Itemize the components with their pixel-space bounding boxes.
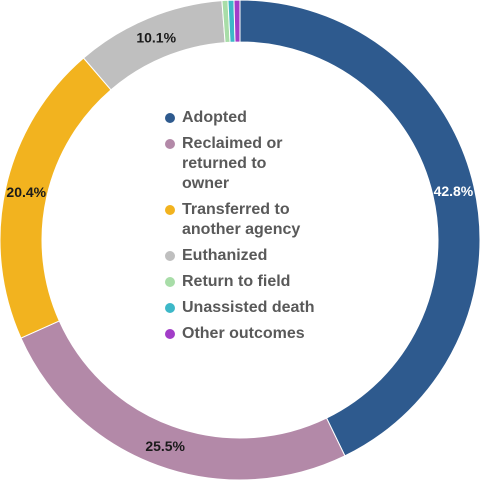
legend-item-transferred: Transferred to another agency bbox=[165, 200, 345, 240]
legend-item-adopted: Adopted bbox=[165, 108, 345, 128]
data-label-reclaimed-or-returned-to-owner: 25.5% bbox=[145, 438, 185, 454]
legend-label: Euthanized bbox=[182, 247, 268, 264]
legend-label: Other outcomes bbox=[182, 325, 305, 342]
legend-item-other-outcomes: Other outcomes bbox=[165, 324, 345, 344]
legend-swatch-transferred bbox=[165, 204, 175, 215]
legend-label: Transferred to another agency bbox=[182, 201, 301, 238]
legend-item-reclaimed: Reclaimed or returned to owner bbox=[165, 134, 345, 194]
data-label-transferred-to-another-agency: 20.4% bbox=[6, 184, 46, 200]
legend: Adopted Reclaimed or returned to owner T… bbox=[165, 108, 345, 350]
legend-swatch-unassisted-death bbox=[165, 302, 175, 313]
legend-label: Reclaimed or returned to owner bbox=[182, 135, 283, 192]
legend-item-euthanized: Euthanized bbox=[165, 246, 345, 266]
donut-slice-other-outcomes bbox=[233, 0, 241, 43]
data-label-adopted: 42.8% bbox=[434, 183, 474, 199]
legend-label: Return to field bbox=[182, 273, 291, 290]
legend-label: Unassisted death bbox=[182, 299, 315, 316]
legend-swatch-euthanized bbox=[165, 250, 175, 261]
legend-swatch-other-outcomes bbox=[165, 328, 175, 339]
legend-swatch-adopted bbox=[165, 112, 175, 123]
legend-item-return-to-field: Return to field bbox=[165, 272, 345, 292]
legend-swatch-reclaimed bbox=[165, 138, 175, 149]
legend-swatch-return-to-field bbox=[165, 276, 175, 287]
data-label-euthanized: 10.1% bbox=[136, 30, 176, 46]
legend-label: Adopted bbox=[182, 109, 247, 126]
legend-item-unassisted-death: Unassisted death bbox=[165, 298, 345, 318]
donut-slice-adopted bbox=[239, 0, 480, 457]
